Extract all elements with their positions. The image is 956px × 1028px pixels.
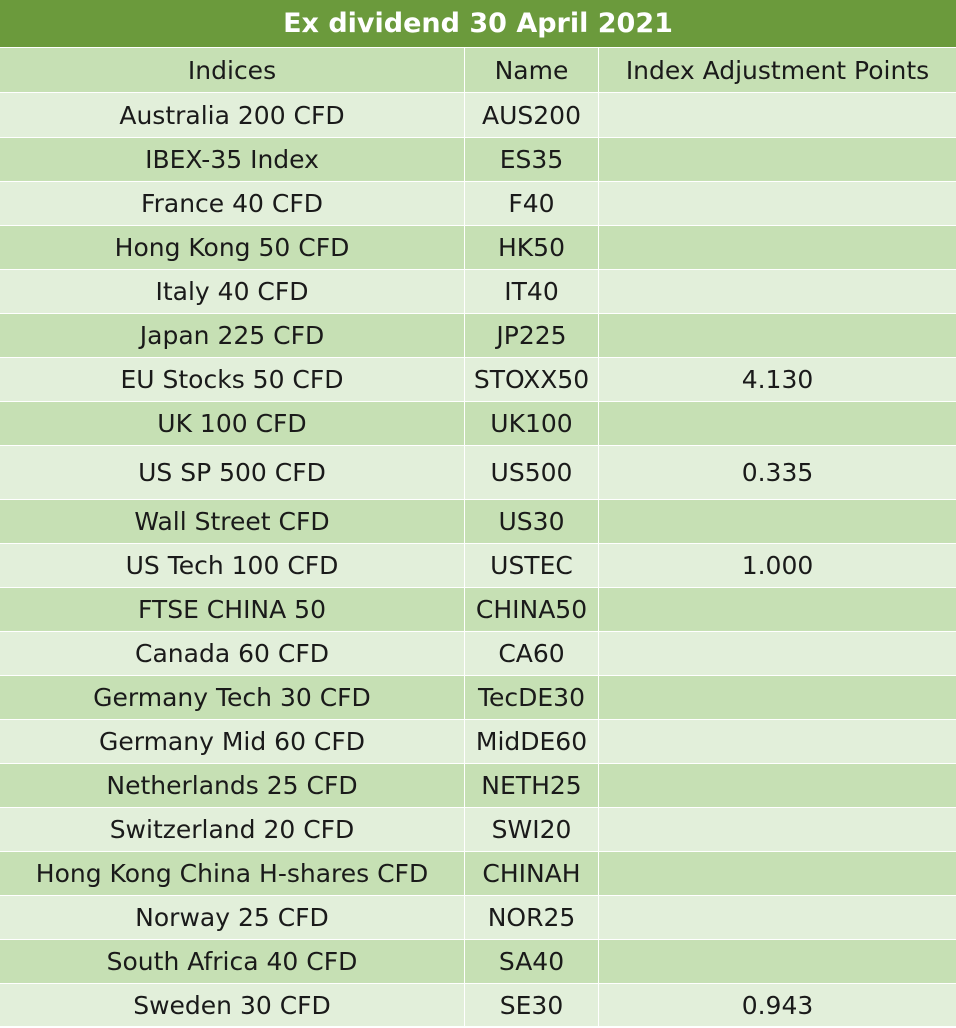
cell-index-name: Germany Tech 30 CFD [0,676,465,719]
table-header-row: Indices Name Index Adjustment Points [0,48,956,93]
cell-adjustment-points [599,93,956,137]
cell-symbol: US500 [465,446,599,499]
cell-adjustment-points [599,182,956,225]
cell-symbol: TecDE30 [465,676,599,719]
cell-adjustment-points: 0.335 [741,458,814,487]
cell-index-name: Italy 40 CFD [0,270,465,313]
cell-index-name: France 40 CFD [0,182,465,225]
table-row: Japan 225 CFD JP225 [0,314,956,358]
cell-symbol: MidDE60 [465,720,599,763]
cell-adjustment-points [599,588,956,631]
table-row: EU Stocks 50 CFD STOXX50 4.130 [0,358,956,402]
table-row: Australia 200 CFD AUS200 [0,93,956,138]
cell-adjustment-points [599,720,956,763]
table-row: Canada 60 CFD CA60 [0,632,956,676]
cell-adjustment-points [599,138,956,181]
cell-symbol: JP225 [465,314,599,357]
cell-index-name: Hong Kong China H-shares CFD [0,852,465,895]
cell-index-name: Canada 60 CFD [0,632,465,675]
table-row: Germany Mid 60 CFD MidDE60 [0,720,956,764]
cell-symbol: NETH25 [465,764,599,807]
column-header-indices: Indices [0,48,465,92]
table-row: South Africa 40 CFD SA40 [0,940,956,984]
cell-index-name: Germany Mid 60 CFD [0,720,465,763]
cell-symbol: CHINAH [465,852,599,895]
cell-index-name: Australia 200 CFD [0,93,465,137]
cell-symbol: ES35 [465,138,599,181]
table-row: Wall Street CFD US30 [0,500,956,544]
cell-index-name: EU Stocks 50 CFD [0,358,465,401]
table-row: Netherlands 25 CFD NETH25 [0,764,956,808]
cell-symbol: US30 [465,500,599,543]
cell-adjustment-points [599,226,956,269]
cell-adjustment-points [599,852,956,895]
cell-symbol: SE30 [465,984,599,1026]
cell-adjustment-points [599,676,956,719]
cell-adjustment-points [599,940,956,983]
cell-index-name: US Tech 100 CFD [0,544,465,587]
table-row: Sweden 30 CFD SE30 0.943 [0,984,956,1027]
table-title: Ex dividend 30 April 2021 [0,0,956,48]
cell-index-name: Switzerland 20 CFD [0,808,465,851]
table-row: IBEX-35 Index ES35 [0,138,956,182]
column-header-name: Name [465,48,599,92]
cell-index-name: Wall Street CFD [0,500,465,543]
cell-symbol: CHINA50 [465,588,599,631]
table-row: Hong Kong China H-shares CFD CHINAH [0,852,956,896]
cell-symbol: IT40 [465,270,599,313]
cell-index-name: IBEX-35 Index [0,138,465,181]
dividend-table: Indices Name Index Adjustment Points Aus… [0,48,956,1027]
cell-adjustment-points [599,764,956,807]
table-row: US SP 500 CFD US500 0.335 [0,446,956,500]
cell-index-name: US SP 500 CFD [0,446,465,499]
table-row: FTSE CHINA 50 CHINA50 [0,588,956,632]
cell-adjustment-points [599,808,956,851]
table-row: Italy 40 CFD IT40 [0,270,956,314]
cell-adjustment-points [599,896,956,939]
table-row: Switzerland 20 CFD SWI20 [0,808,956,852]
cell-symbol: F40 [465,182,599,225]
cell-symbol: SA40 [465,940,599,983]
cell-symbol: STOXX50 [465,358,599,401]
table-row: UK 100 CFD UK100 [0,402,956,446]
cell-symbol: UK100 [465,402,599,445]
cell-adjustment-points [599,632,956,675]
cell-index-name: Netherlands 25 CFD [0,764,465,807]
cell-adjustment-points [599,314,956,357]
column-header-index-adjustment-points: Index Adjustment Points [625,55,930,85]
cell-adjustment-points [599,402,956,445]
cell-index-name: UK 100 CFD [0,402,465,445]
cell-adjustment-points [599,270,956,313]
cell-index-name: FTSE CHINA 50 [0,588,465,631]
cell-index-name: Hong Kong 50 CFD [0,226,465,269]
cell-index-name: Norway 25 CFD [0,896,465,939]
table-row: Norway 25 CFD NOR25 [0,896,956,940]
cell-index-name: South Africa 40 CFD [0,940,465,983]
table-row: France 40 CFD F40 [0,182,956,226]
cell-adjustment-points: 4.130 [741,365,814,394]
cell-adjustment-points: 1.000 [741,551,814,580]
cell-index-name: Japan 225 CFD [0,314,465,357]
cell-symbol: NOR25 [465,896,599,939]
table-row: Hong Kong 50 CFD HK50 [0,226,956,270]
table-row: US Tech 100 CFD USTEC 1.000 [0,544,956,588]
cell-symbol: USTEC [465,544,599,587]
cell-index-name: Sweden 30 CFD [0,984,465,1026]
cell-symbol: AUS200 [465,93,599,137]
cell-symbol: HK50 [465,226,599,269]
cell-symbol: CA60 [465,632,599,675]
cell-adjustment-points [599,500,956,543]
table-row: Germany Tech 30 CFD TecDE30 [0,676,956,720]
cell-adjustment-points: 0.943 [741,990,814,1020]
cell-symbol: SWI20 [465,808,599,851]
